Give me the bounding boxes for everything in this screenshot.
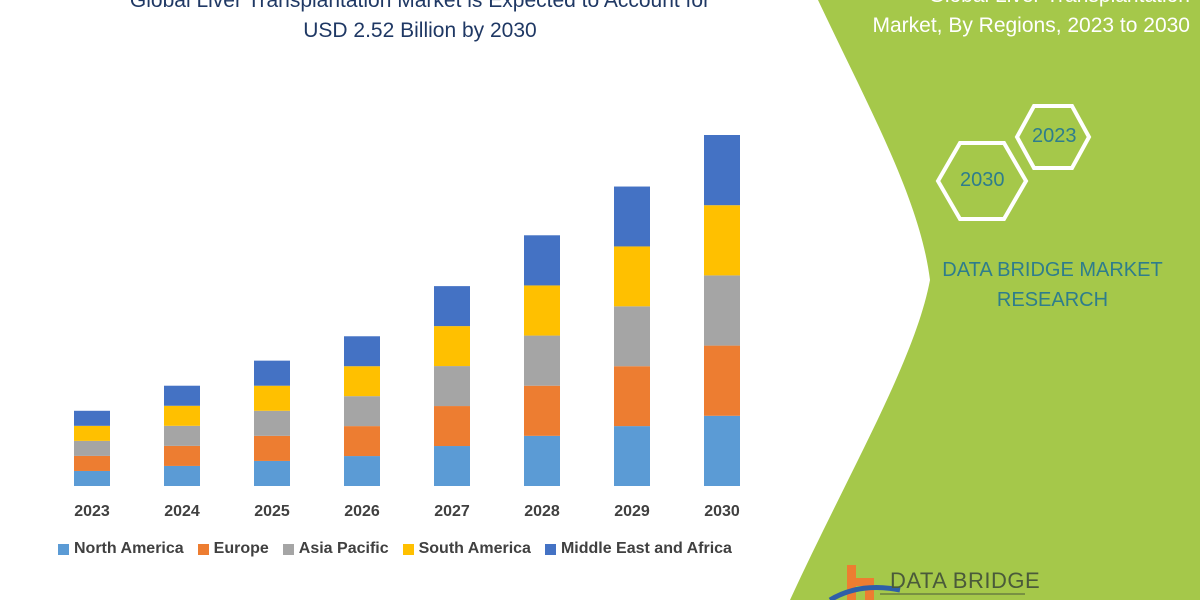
hex-label-2023: 2023: [1032, 125, 1077, 147]
bar-2023-south-america: [74, 425, 110, 441]
bar-2030-south-america: [704, 205, 740, 276]
bar-2025-asia-pacific: [254, 410, 290, 436]
x-tick-label: 2028: [524, 503, 560, 520]
legend-swatch: [282, 543, 294, 555]
bar-2023-north-america: [74, 470, 110, 486]
bar-2029-europe: [614, 366, 650, 427]
bar-2027-middle-east-and-africa: [434, 286, 470, 327]
bar-2029-asia-pacific: [614, 306, 650, 367]
legend-swatch: [544, 543, 556, 555]
bar-2026-europe: [344, 426, 380, 457]
chart-title-line-2: USD 2.52 Billion by 2030: [303, 19, 537, 42]
bar-2024-europe: [164, 445, 200, 466]
bar-2026-south-america: [344, 366, 380, 397]
legend-swatch: [58, 543, 69, 555]
bar-2025-middle-east-and-africa: [254, 360, 290, 386]
brand-text: DATA BRIDGE MARKET RESEARCH: [942, 259, 1163, 311]
x-tick-label: 2027: [434, 503, 470, 520]
bar-2028-asia-pacific: [524, 335, 560, 386]
bar-2025-north-america: [254, 460, 290, 486]
legend-label: Middle East and Africa: [560, 540, 732, 557]
bar-2026-asia-pacific: [344, 396, 380, 427]
legend-label: Asia Pacific: [298, 540, 389, 557]
bar-2028-middle-east-and-africa: [524, 235, 560, 286]
legend-swatch: [197, 543, 209, 555]
bar-2026-north-america: [344, 456, 380, 486]
legend-label: North America: [74, 540, 184, 557]
bar-2023-asia-pacific: [74, 440, 110, 456]
bar-2028-south-america: [524, 285, 560, 336]
bar-2027-europe: [434, 406, 470, 447]
bar-2026-middle-east-and-africa: [344, 336, 380, 367]
x-tick-label: 2024: [164, 503, 200, 520]
legend-item: North America: [58, 540, 184, 558]
legend-label: South America: [418, 540, 531, 557]
legend-swatch: [402, 543, 414, 555]
panel-title-line-2: Market, By Regions, 2023 to 2030: [872, 14, 1190, 37]
legend-item: Asia Pacific: [282, 540, 389, 558]
x-tick-label: 2030: [704, 503, 740, 520]
hexagon-2030: [935, 141, 1029, 221]
logo-icon: [828, 565, 901, 600]
bar-2030-asia-pacific: [704, 275, 740, 346]
legend-item: Middle East and Africa: [544, 540, 732, 558]
bar-2023-middle-east-and-africa: [74, 410, 110, 426]
hexagon-2023: [1014, 104, 1092, 170]
bar-2027-asia-pacific: [434, 366, 470, 407]
green-panel: [790, 0, 1200, 600]
bar-2024-south-america: [164, 405, 200, 426]
hex-label-2030: 2030: [960, 169, 1005, 191]
legend-item: South America: [402, 540, 531, 558]
bar-2025-south-america: [254, 385, 290, 411]
legend: North America Europe Asia Pacific South Ame…: [58, 540, 732, 558]
bar-2024-north-america: [164, 465, 200, 486]
x-tick-label: 2029: [614, 503, 650, 520]
bar-2024-middle-east-and-africa: [164, 385, 200, 406]
legend-item: Europe: [197, 540, 269, 558]
bar-2028-europe: [524, 385, 560, 436]
bar-2030-middle-east-and-africa: [704, 135, 740, 206]
chart-title-line-1: Global Liver Transplantation Market is E…: [129, 0, 711, 12]
x-tick-label: 2026: [344, 503, 380, 520]
bar-2027-north-america: [434, 446, 470, 486]
bar-2025-europe: [254, 435, 290, 461]
bar-2027-south-america: [434, 326, 470, 367]
bar-2023-europe: [74, 455, 110, 471]
x-tick-label: 2023: [74, 503, 110, 520]
bars-group: [74, 135, 740, 486]
bar-2030-north-america: [704, 415, 740, 486]
bar-2030-europe: [704, 345, 740, 416]
bar-2029-north-america: [614, 426, 650, 486]
legend-label: Europe: [213, 540, 269, 557]
logo-text: DATA BRIDGE: [890, 568, 1041, 593]
bar-2029-middle-east-and-africa: [614, 186, 650, 247]
x-tick-label: 2025: [254, 503, 290, 520]
bar-2028-north-america: [524, 435, 560, 486]
bar-2029-south-america: [614, 246, 650, 307]
panel-title-line-1: Global Liver Transplantation: [929, 0, 1191, 11]
bar-2024-asia-pacific: [164, 425, 200, 446]
